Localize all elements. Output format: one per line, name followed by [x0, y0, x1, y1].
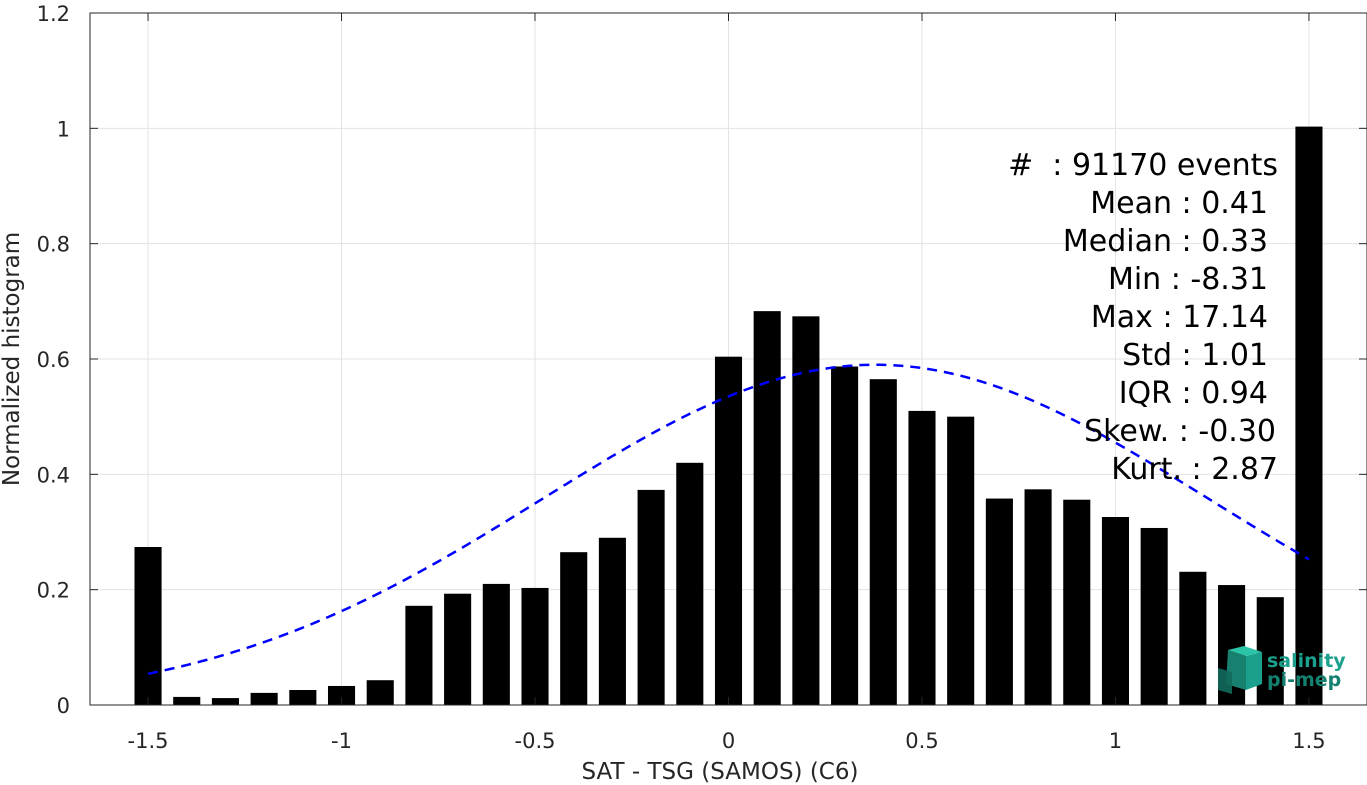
histogram-bar [985, 498, 1013, 705]
x-tick-label: 0.5 [905, 729, 938, 753]
histogram-bar [753, 311, 781, 705]
histogram-bar [869, 379, 897, 705]
y-tick-label: 0.6 [37, 348, 70, 372]
histogram-bar [289, 690, 317, 705]
y-tick-label: 0 [57, 694, 70, 718]
histogram-bar [1101, 517, 1130, 705]
stats-max: Max : 17.14 [1091, 300, 1268, 335]
stats-mean: Mean : 0.41 [1090, 186, 1268, 221]
x-tick-label: -1 [331, 729, 352, 753]
stats-median: Median : 0.33 [1063, 224, 1268, 259]
y-tick-label: 1 [57, 117, 70, 141]
bars-layer [134, 126, 1323, 705]
y-tick-label: 1.2 [37, 2, 70, 26]
histogram-bar [908, 410, 936, 705]
stats-std: Std : 1.01 [1122, 338, 1268, 373]
histogram-bar [792, 316, 820, 705]
histogram-bar [947, 416, 975, 705]
y-tick-label: 0.8 [37, 233, 70, 257]
x-tick-label: -0.5 [515, 729, 556, 753]
gaussian-fit-curve [147, 363, 1310, 676]
y-tick-label: 0.2 [37, 579, 70, 603]
histogram-bar [211, 698, 239, 705]
histogram-bar [327, 685, 356, 705]
stats-kurt: Kurt. : 2.87 [1111, 452, 1278, 487]
x-axis-title: SAT - TSG (SAMOS) (C6) [582, 759, 859, 785]
histogram-bar [1024, 489, 1052, 705]
histogram-bar [831, 366, 859, 705]
histogram-bar [637, 489, 665, 705]
histogram-bar [405, 605, 433, 705]
stats-min: Min : -8.31 [1108, 262, 1268, 297]
histogram-bar [598, 537, 626, 705]
histogram-bar [1179, 571, 1207, 705]
histogram-bar [366, 680, 394, 705]
histogram-bar [250, 692, 278, 705]
histogram-bar [676, 462, 704, 705]
histogram-bar [134, 546, 162, 705]
histogram-bar [1295, 126, 1323, 705]
histogram-bar [444, 593, 472, 705]
stats-iqr: IQR : 0.94 [1119, 376, 1268, 411]
logo-cube-icon [1218, 646, 1262, 694]
stats-skew: Skew. : -0.30 [1084, 414, 1276, 449]
histogram-bar [173, 696, 201, 705]
logo-line2: pi-mep [1267, 669, 1341, 691]
histogram-bar [714, 356, 743, 705]
salinity-pi-mep-logo: salinity pi-mep [1218, 646, 1346, 694]
logo-line1: salinity [1267, 650, 1346, 672]
histogram-bar [1063, 499, 1091, 705]
histogram-bar [1140, 527, 1168, 705]
stats-events: # : 91170 events [1008, 148, 1278, 183]
stats-annotation: # : 91170 events Mean : 0.41 Median : 0.… [1008, 148, 1278, 487]
x-tick-label: 1.5 [1292, 729, 1325, 753]
histogram-bar [560, 552, 588, 705]
y-axis-title: Normalized histogram [0, 232, 25, 486]
histogram-bar [521, 587, 549, 705]
x-tick-label: 0 [722, 729, 735, 753]
histogram-bar [1256, 597, 1284, 705]
x-tick-label: -1.5 [128, 729, 169, 753]
y-tick-label: 0.4 [37, 463, 70, 487]
ticks-layer: -1.5 -1 -0.5 0 0.5 1 1.5 0 0.2 0.4 0.6 0.8 1 1.2 [37, 2, 1367, 753]
histogram-bar [482, 583, 510, 705]
x-tick-label: 1 [1109, 729, 1122, 753]
